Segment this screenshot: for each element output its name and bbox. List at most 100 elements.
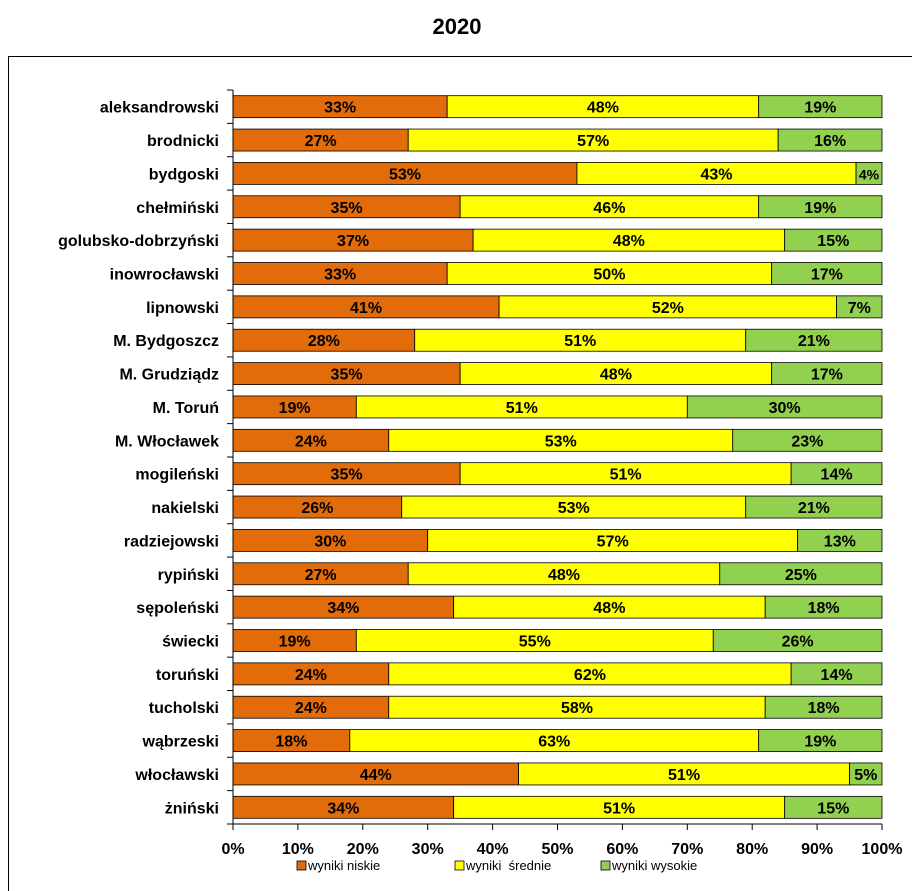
data-label: 14%: [821, 467, 853, 484]
bar-segment: [745, 328, 883, 352]
category-label: radziejowski: [124, 533, 219, 550]
data-label: 24%: [295, 700, 327, 717]
x-tick-label: 90%: [801, 841, 833, 858]
data-label: 50%: [593, 267, 625, 284]
category-label: sępoleński: [136, 600, 219, 617]
legend-label: wyniki średnie: [465, 858, 551, 873]
data-label: 57%: [577, 133, 609, 150]
category-label: M. Grudziądz: [119, 367, 219, 384]
bar-segment: [784, 228, 883, 252]
data-label: 24%: [295, 667, 327, 684]
data-label: 51%: [506, 400, 538, 417]
data-label: 19%: [804, 200, 836, 217]
category-label: bydgoski: [149, 166, 219, 183]
category-label: M. Włocławek: [115, 433, 219, 450]
data-label: 48%: [613, 233, 645, 250]
x-tick-label: 80%: [736, 841, 768, 858]
bar-segment: [758, 729, 883, 752]
x-tick-label: 50%: [541, 841, 573, 858]
data-label: 51%: [603, 800, 635, 817]
data-label: 52%: [652, 300, 684, 317]
category-label: rypiński: [158, 567, 219, 584]
x-tick-label: 0%: [221, 841, 244, 858]
data-label: 25%: [785, 567, 817, 584]
bar-segment: [764, 595, 883, 619]
category-label: lipnowski: [146, 300, 219, 317]
data-label: 58%: [561, 700, 593, 717]
data-label: 48%: [593, 600, 625, 617]
category-label: mogileński: [135, 467, 219, 484]
data-label: 35%: [331, 200, 363, 217]
bar-segment: [758, 95, 883, 119]
bar-segment: [745, 495, 883, 519]
data-label: 19%: [804, 100, 836, 117]
data-label: 48%: [548, 567, 580, 584]
data-label: 7%: [848, 300, 871, 317]
bar-segment: [777, 128, 883, 152]
chart-title: 2020: [432, 14, 482, 39]
data-label: 27%: [305, 133, 337, 150]
data-label: 14%: [821, 667, 853, 684]
x-tick-label: 70%: [671, 841, 703, 858]
data-label: 62%: [574, 667, 606, 684]
x-tick-label: 10%: [282, 841, 314, 858]
data-label: 43%: [700, 166, 732, 183]
legend-label: wyniki wysokie: [611, 858, 697, 873]
data-label: 44%: [360, 767, 392, 784]
legend-swatch: [454, 860, 465, 871]
category-label: żniński: [165, 800, 219, 817]
data-label: 26%: [301, 500, 333, 517]
legend-swatch: [296, 860, 307, 871]
data-label: 34%: [327, 800, 359, 817]
x-tick-label: 40%: [477, 841, 509, 858]
category-label: golubsko-dobrzyński: [58, 233, 219, 250]
data-label: 33%: [324, 267, 356, 284]
x-tick-label: 30%: [412, 841, 444, 858]
data-label: 41%: [350, 300, 382, 317]
data-label: 18%: [808, 600, 840, 617]
category-label: nakielski: [151, 500, 219, 517]
bar-segment: [849, 762, 883, 786]
bar-segment: [758, 195, 883, 219]
bar-segment: [855, 162, 883, 185]
category-label: toruński: [156, 667, 219, 684]
data-label: 28%: [308, 333, 340, 350]
data-label: 5%: [854, 767, 877, 784]
category-label: świecki: [162, 634, 219, 651]
category-label: brodnicki: [147, 133, 219, 150]
data-label: 51%: [668, 767, 700, 784]
chart-frame: [8, 56, 912, 891]
data-label: 19%: [279, 400, 311, 417]
data-label: 35%: [331, 467, 363, 484]
category-label: włocławski: [134, 767, 219, 784]
data-label: 57%: [597, 533, 629, 550]
data-label: 53%: [558, 500, 590, 517]
bar-segment: [771, 262, 883, 285]
data-label: 30%: [314, 533, 346, 550]
data-label: 19%: [804, 734, 836, 751]
category-label: chełmiński: [136, 200, 219, 217]
data-label: 26%: [782, 634, 814, 651]
x-tick-label: 100%: [862, 841, 903, 858]
data-label: 30%: [769, 400, 801, 417]
data-label: 13%: [824, 533, 856, 550]
data-label: 21%: [798, 333, 830, 350]
data-label: 17%: [811, 267, 843, 284]
data-label: 53%: [545, 433, 577, 450]
x-tick-label: 20%: [347, 841, 379, 858]
data-label: 23%: [791, 433, 823, 450]
bar-segment: [686, 395, 883, 419]
data-label: 37%: [337, 233, 369, 250]
category-label: tucholski: [149, 700, 219, 717]
data-label: 48%: [600, 367, 632, 384]
bar-segment: [732, 428, 883, 452]
data-label: 19%: [279, 634, 311, 651]
data-label: 46%: [593, 200, 625, 217]
data-label: 35%: [331, 367, 363, 384]
bar-segment: [797, 529, 883, 552]
data-label: 15%: [817, 233, 849, 250]
bar-segment: [771, 362, 883, 385]
legend-label: wyniki niskie: [307, 858, 380, 873]
bar-segment: [764, 695, 883, 719]
